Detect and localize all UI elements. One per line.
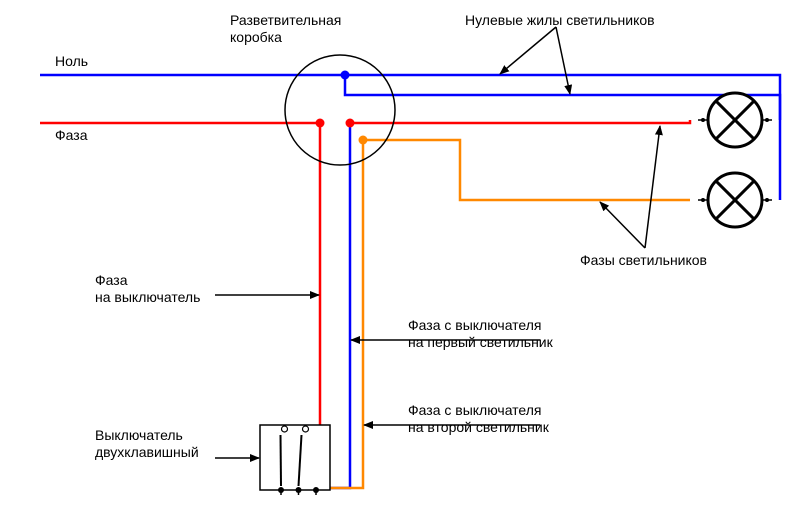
annotation-arrows [215, 27, 660, 458]
label-null: Ноль [55, 53, 88, 69]
label-phase: Фаза [55, 127, 88, 143]
label-switch-l2: двухклавишный [95, 444, 199, 460]
label-sw-lamp2-l2: на второй светильник [408, 419, 550, 435]
wiring-diagram: Ноль Фаза Разветвительная коробка Нулевы… [0, 0, 800, 522]
lamp-1 [698, 93, 772, 147]
label-junction-l2: коробка [230, 29, 282, 45]
lamp-2 [698, 173, 772, 227]
label-sw-lamp1-l1: Фаза с выключателя [408, 317, 542, 333]
label-phases-lamps: Фазы светильников [580, 252, 707, 268]
nodes-group [316, 71, 368, 145]
label-junction-l1: Разветвительная [230, 12, 341, 28]
double-switch [260, 425, 330, 495]
label-switch-l1: Выключатель [95, 427, 183, 443]
label-sw-lamp2-l1: Фаза с выключателя [408, 402, 542, 418]
label-sw-lamp1-l2: на первый светильник [408, 334, 554, 350]
label-neutral-lamps: Нулевые жилы светильников [465, 12, 655, 28]
label-phase-to-sw-l2: на выключатель [95, 289, 200, 305]
label-phase-to-sw-l1: Фаза [95, 272, 128, 288]
junction-box [285, 55, 395, 165]
